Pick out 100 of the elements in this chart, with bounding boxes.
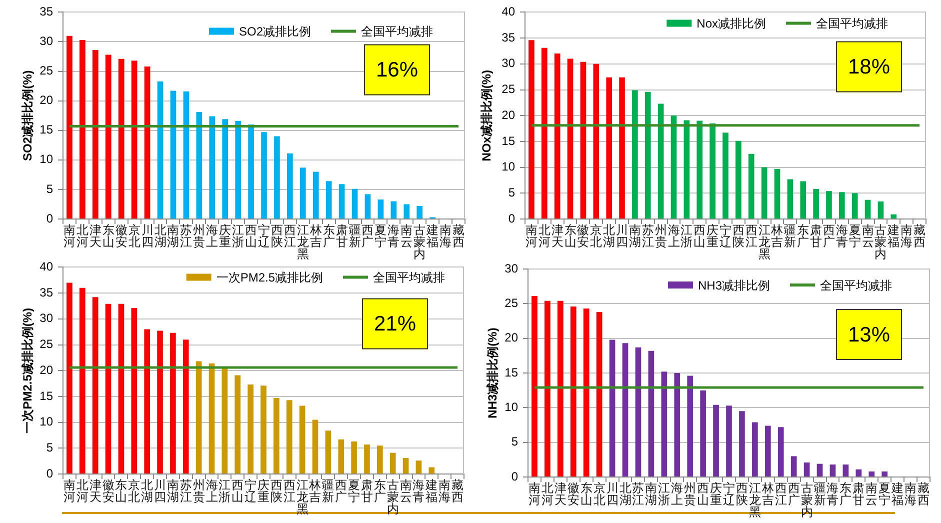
x-tick-label: 内蒙古 [874,223,887,261]
x-tick-label: 湖北 [603,223,616,249]
x-tick-label: 江西 [283,478,296,504]
x-tick-label: 北京 [128,478,140,504]
bar [66,36,72,218]
y-tick-label: 0 [46,466,54,480]
y-tick-label: 35 [40,285,54,300]
x-tick-label: 山东 [102,223,114,249]
legend-label: 全国平均减排 [373,270,445,285]
x-tick-label: 湖北 [154,223,166,249]
bar [661,372,668,476]
x-tick-label: 河北 [538,223,550,249]
bar [286,400,292,474]
bar [118,304,124,474]
bar [674,373,680,476]
annotation: 21% [374,312,416,336]
bar [813,189,819,218]
bar [748,154,754,218]
bar [713,404,719,476]
x-tick-label: 宁夏 [878,481,891,507]
bar [790,456,797,476]
bar [752,422,758,476]
x-tick-label: 宁夏 [348,478,360,504]
bar [684,120,690,218]
bar [351,441,357,474]
x-tick-label: 河南 [63,478,76,504]
x-tick-label: 重庆 [710,481,722,507]
bar [157,81,164,218]
bar [326,181,332,218]
x-tick-label: 重庆 [706,223,719,249]
annotation: 13% [848,323,890,346]
bar [66,282,72,474]
bar [774,168,780,218]
bar [196,361,202,474]
x-tick-label: 西藏 [452,478,464,504]
x-tick-label: 山西 [697,481,710,507]
x-tick-label: 山西 [245,223,258,249]
y-tick-label: 15 [40,122,54,137]
bar [635,347,642,476]
bar [377,446,383,474]
x-tick-label: 江西 [745,223,758,249]
bar [261,132,267,218]
bar [222,366,228,474]
x-tick-label: 广西 [788,481,800,507]
bar [839,192,845,218]
x-tick-label: 河南 [525,223,538,249]
x-tick-label: 福建 [892,481,904,507]
bar [390,201,397,218]
bar [402,458,409,474]
bar [583,308,590,476]
x-tick-label: 四川 [154,478,166,504]
bar [804,462,810,476]
bar [338,439,344,474]
y-tick-label: 20 [504,330,518,345]
bar [222,119,228,218]
bar [80,40,86,218]
x-tick-label: 云南 [866,481,878,507]
x-tick-label: 陕西 [736,481,748,507]
bar [92,297,98,474]
bar [739,411,745,476]
x-tick-label: 江西 [284,223,296,249]
bar [644,92,651,218]
x-tick-label: 河北 [76,223,88,249]
x-tick-label: 宁夏 [374,223,387,249]
bar [274,398,280,474]
x-tick-label: 吉林 [309,478,322,504]
x-tick-label: 安徽 [567,481,580,507]
y-tick-label: 5 [46,182,54,196]
x-tick-label: 江苏 [180,223,192,249]
x-tick-label: 北京 [593,481,606,507]
bar [778,427,784,476]
y-tick-label: 5 [511,434,518,449]
y-tick-label: 25 [502,82,516,96]
bar [868,471,875,476]
bar [670,116,677,218]
bar [787,179,794,218]
bar [710,123,716,218]
x-tick-label: 河北 [76,478,88,504]
bar [196,112,202,218]
x-tick-label: 四川 [141,223,154,249]
x-tick-label: 山东 [115,478,128,504]
x-tick-label: 四川 [616,223,628,249]
x-tick-label: 海南 [900,223,913,249]
bar [864,200,871,218]
bar [274,136,280,218]
bar [580,62,586,218]
x-tick-label: 吉林 [762,481,774,507]
x-tick-label: 新疆 [322,478,334,504]
bar [658,104,664,218]
bar [619,77,625,218]
bar [544,300,550,476]
legend-label: 一次PM2.5减排比例 [216,270,324,285]
bar [687,376,694,476]
x-tick-label: 新疆 [348,223,361,249]
x-tick-label: 北京 [590,223,602,249]
x-tick-label: 海南 [438,478,451,504]
y-tick-label: 20 [40,362,54,377]
x-tick-label: 山东 [564,223,576,249]
y-tick-label: 30 [504,261,518,276]
bar [260,386,266,474]
